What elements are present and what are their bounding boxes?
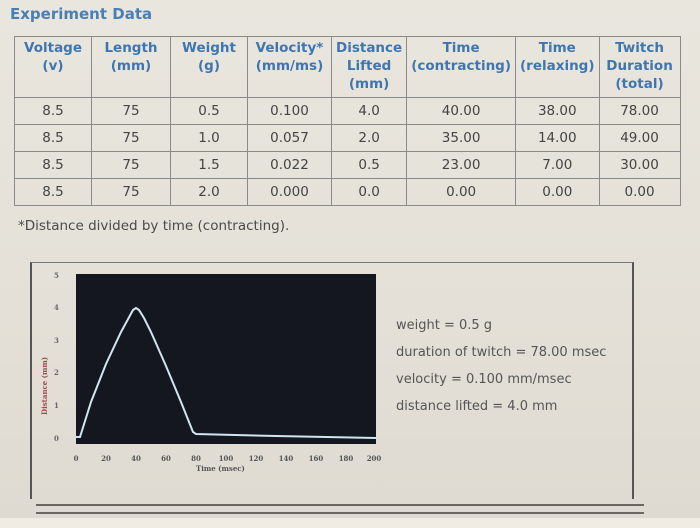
y-tick: 3 — [54, 336, 59, 345]
header-time-relaxing: Time (relaxing) — [515, 36, 600, 98]
cell-length: 75 — [91, 124, 171, 152]
chart-x-axis-label: Time (msec) — [196, 464, 245, 473]
table-row: 8.5 75 1.5 0.022 0.5 23.00 7.00 30.00 — [14, 151, 681, 179]
header-weight: Weight (g) — [170, 36, 248, 98]
x-tick: 180 — [338, 454, 354, 463]
cell-velocity: 0.100 — [247, 97, 332, 125]
cell-weight: 0.5 — [170, 97, 248, 125]
header-time-contracting: Time (contracting) — [406, 36, 517, 98]
cell-weight: 1.5 — [170, 151, 248, 179]
twitch-chart: Distance (mm) 0 1 2 3 4 5 0 20 40 60 80 … — [36, 270, 386, 480]
cell-voltage: 8.5 — [14, 151, 92, 179]
next-section-edge — [0, 518, 700, 528]
x-tick: 20 — [101, 454, 111, 463]
x-tick: 120 — [248, 454, 264, 463]
x-tick: 60 — [161, 454, 171, 463]
cell-distance: 0.5 — [330, 151, 408, 179]
cell-length: 75 — [91, 97, 171, 125]
cell-distance: 4.0 — [330, 97, 408, 125]
x-tick: 140 — [278, 454, 294, 463]
cell-length: 75 — [91, 178, 171, 206]
header-length: Length (mm) — [91, 36, 171, 98]
x-tick: 200 — [366, 454, 382, 463]
experiment-data-table: Voltage (v) Length (mm) Weight (g) Velocity… — [14, 36, 681, 206]
divider-line — [36, 504, 644, 506]
section-title: Experiment Data — [10, 5, 153, 23]
cell-twitch-duration: 30.00 — [598, 151, 681, 179]
cell-twitch-duration: 0.00 — [598, 178, 681, 206]
x-tick: 0 — [73, 454, 79, 463]
x-tick: 40 — [131, 454, 141, 463]
y-tick: 2 — [54, 368, 59, 377]
summary-velocity: velocity = 0.100 mm/msec — [396, 372, 572, 387]
x-tick: 100 — [218, 454, 234, 463]
chart-y-axis-label: Distance (mm) — [40, 356, 49, 415]
cell-time-contracting: 0.00 — [406, 178, 517, 206]
cell-time-contracting: 23.00 — [406, 151, 517, 179]
cell-distance: 2.0 — [330, 124, 408, 152]
table-header-row: Voltage (v) Length (mm) Weight (g) Velocity… — [14, 36, 681, 98]
header-twitch-duration: Twitch Duration (total) — [598, 36, 681, 98]
table-row: 8.5 75 2.0 0.000 0.0 0.00 0.00 0.00 — [14, 178, 681, 206]
cell-velocity: 0.000 — [247, 178, 332, 206]
cell-voltage: 8.5 — [14, 97, 92, 125]
table-footnote: *Distance divided by time (contracting). — [18, 218, 290, 234]
header-voltage: Voltage (v) — [14, 36, 92, 98]
y-tick: 4 — [54, 303, 59, 312]
summary-distance: distance lifted = 4.0 mm — [396, 399, 558, 414]
y-tick: 1 — [54, 401, 59, 410]
cell-length: 75 — [91, 151, 171, 179]
header-velocity: Velocity* (mm/ms) — [247, 36, 332, 98]
cell-time-relaxing: 0.00 — [515, 178, 600, 206]
cell-weight: 1.0 — [170, 124, 248, 152]
cell-twitch-duration: 49.00 — [598, 124, 681, 152]
y-tick: 5 — [54, 271, 59, 280]
twitch-curve — [76, 306, 377, 439]
cell-weight: 2.0 — [170, 178, 248, 206]
summary-weight: weight = 0.5 g — [396, 318, 493, 333]
y-tick: 0 — [54, 434, 59, 443]
cell-velocity: 0.057 — [247, 124, 332, 152]
cell-time-relaxing: 7.00 — [515, 151, 600, 179]
cell-velocity: 0.022 — [247, 151, 332, 179]
x-tick: 80 — [191, 454, 201, 463]
cell-twitch-duration: 78.00 — [598, 97, 681, 125]
results-panel — [30, 262, 634, 499]
cell-time-contracting: 35.00 — [406, 124, 517, 152]
summary-duration: duration of twitch = 78.00 msec — [396, 345, 607, 360]
divider-line — [36, 512, 644, 514]
twitch-summary: weight = 0.5 g duration of twitch = 78.0… — [396, 316, 606, 424]
cell-time-relaxing: 38.00 — [515, 97, 600, 125]
cell-voltage: 8.5 — [14, 124, 92, 152]
x-tick: 160 — [308, 454, 324, 463]
cell-voltage: 8.5 — [14, 178, 92, 206]
table-row: 8.5 75 0.5 0.100 4.0 40.00 38.00 78.00 — [14, 97, 681, 125]
cell-time-contracting: 40.00 — [406, 97, 517, 125]
cell-distance: 0.0 — [330, 178, 408, 206]
header-distance-lifted: Distance Lifted (mm) — [330, 36, 408, 98]
chart-plot-area — [76, 274, 377, 444]
table-row: 8.5 75 1.0 0.057 2.0 35.00 14.00 49.00 — [14, 124, 681, 152]
cell-time-relaxing: 14.00 — [515, 124, 600, 152]
